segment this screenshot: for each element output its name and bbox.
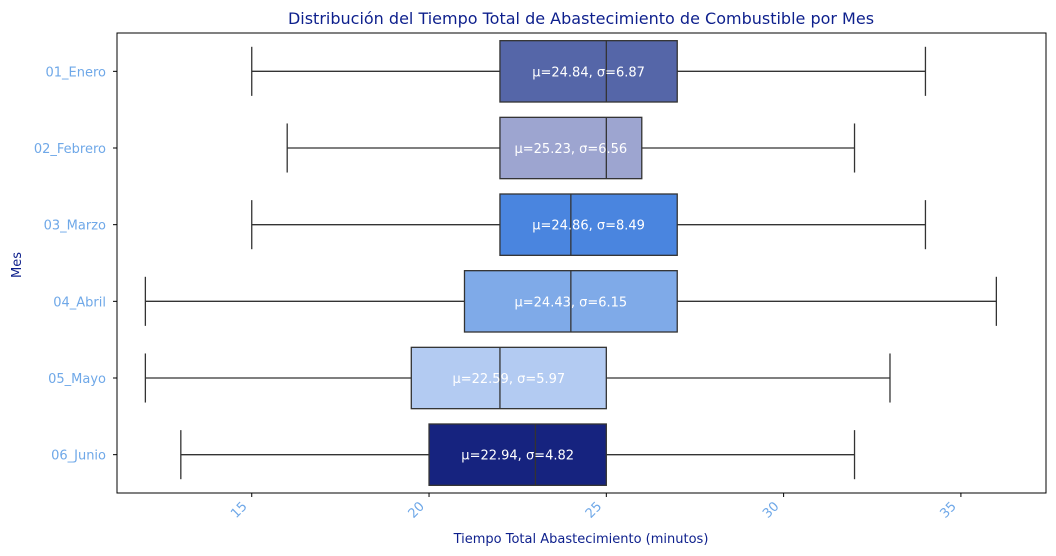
- y-tick-labels: 01_Enero 02_Febrero 03_Marzo 04_Abril 05_May…: [34, 65, 117, 464]
- x-tick-label: 20: [406, 499, 428, 521]
- y-tick-label: 01_Enero: [45, 65, 106, 80]
- x-tick-label: 15: [228, 499, 250, 521]
- box: [499, 193, 678, 256]
- y-tick-label: 02_Febrero: [34, 142, 106, 157]
- box: [499, 40, 678, 103]
- x-ticks: 15 20 25 30 35: [228, 493, 962, 522]
- box-group: μ=25.23, σ=6.56: [286, 116, 856, 180]
- y-axis-title: Mes: [10, 252, 25, 278]
- boxes-layer: μ=24.84, σ=6.87 μ=25.23, σ=6.56 μ=24.86, σ…: [144, 40, 998, 486]
- box: [499, 116, 643, 180]
- plot-frame: [116, 32, 1047, 494]
- box-stat-label: μ=22.94, σ=4.82: [461, 449, 574, 464]
- box-stat-label: μ=24.84, σ=6.87: [532, 65, 645, 80]
- box: [410, 346, 607, 410]
- y-tick-label: 06_Junio: [51, 449, 106, 464]
- box-stat-label: μ=24.86, σ=8.49: [532, 219, 645, 234]
- x-axis-title: Tiempo Total Abastecimiento (minutos): [453, 532, 709, 547]
- x-tick-label: 35: [937, 499, 959, 521]
- y-tick-label: 03_Marzo: [44, 219, 106, 234]
- box-stat-label: μ=25.23, σ=6.56: [514, 142, 627, 157]
- y-tick-label: 04_Abril: [53, 295, 106, 310]
- box-stat-label: μ=22.59, σ=5.97: [452, 372, 565, 387]
- x-tick-label: 30: [760, 499, 782, 521]
- box: [428, 423, 607, 486]
- x-tick-label: 25: [583, 499, 605, 521]
- box-group: μ=24.43, σ=6.15: [144, 270, 998, 333]
- box-group: μ=24.84, σ=6.87: [251, 40, 927, 103]
- box-stat-label: μ=24.43, σ=6.15: [514, 295, 627, 310]
- y-tick-label: 05_Mayo: [48, 372, 106, 387]
- chart-title: Distribución del Tiempo Total de Abastec…: [288, 9, 874, 28]
- box-group: μ=22.94, σ=4.82: [180, 423, 856, 486]
- box-group: μ=22.59, σ=5.97: [144, 346, 891, 410]
- box-group: μ=24.86, σ=8.49: [251, 193, 927, 256]
